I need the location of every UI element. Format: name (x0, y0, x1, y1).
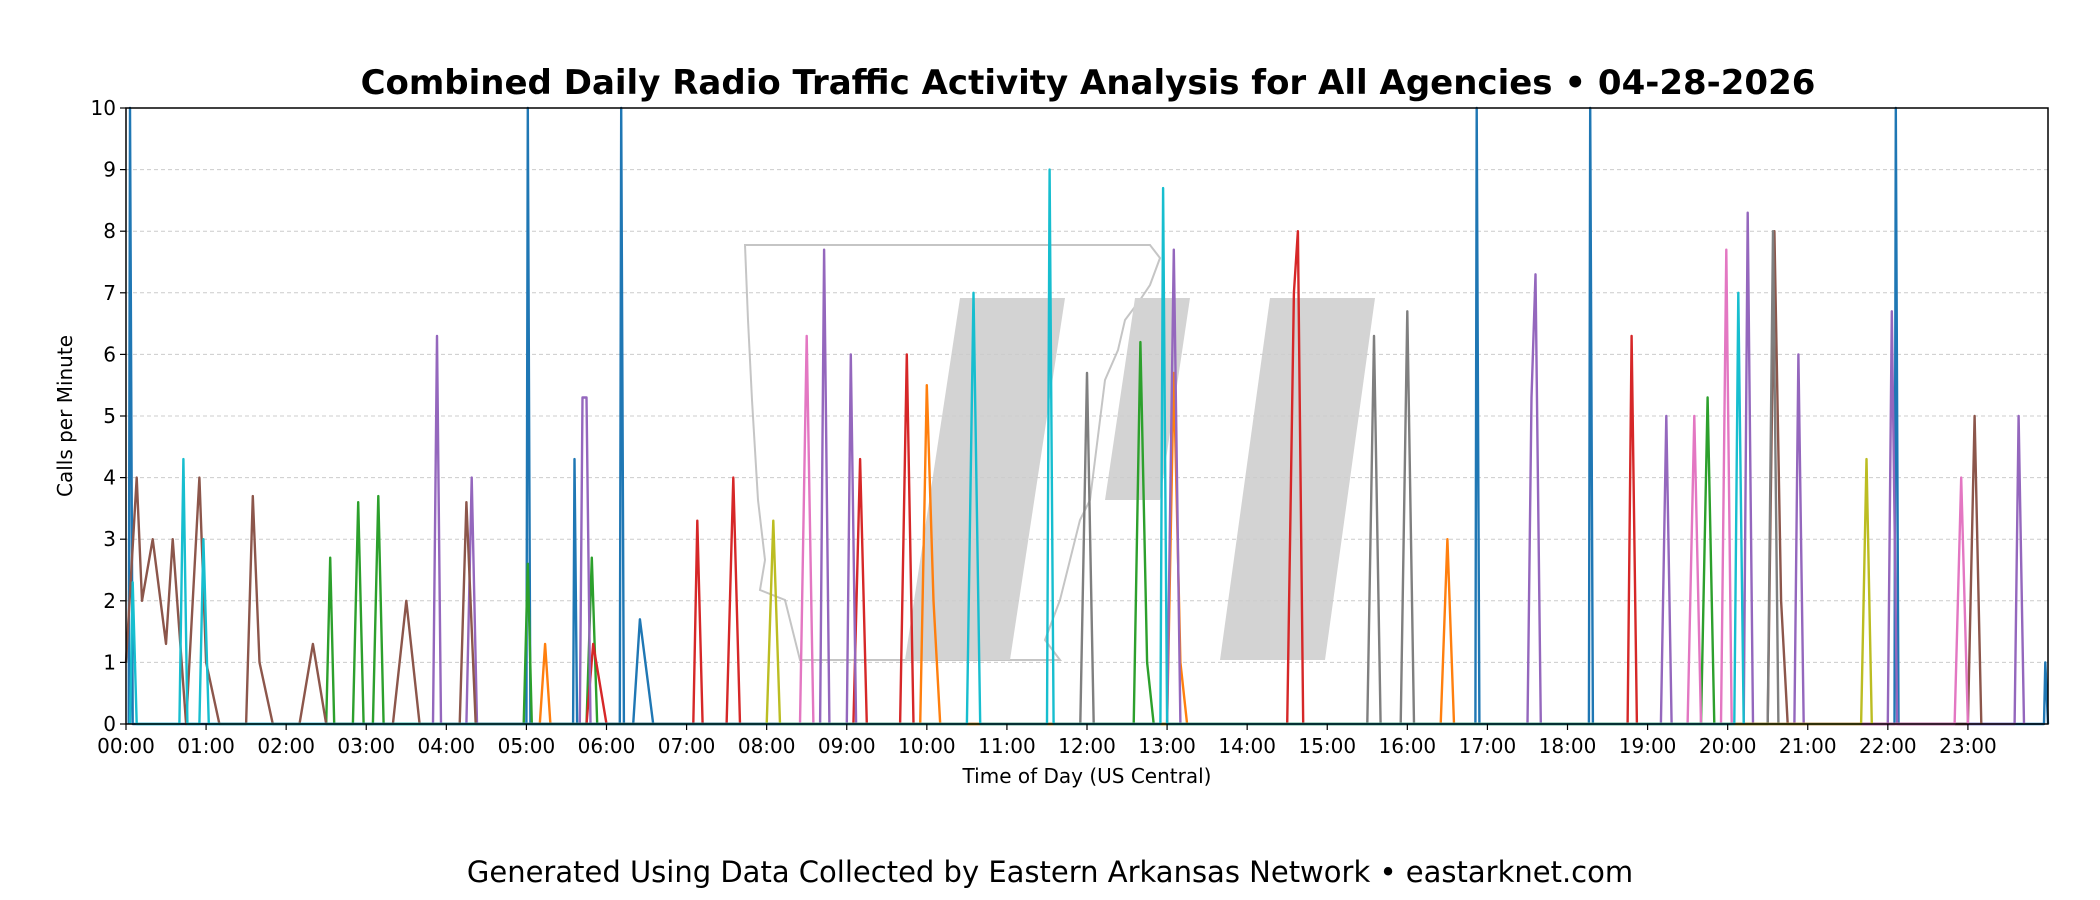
y-tick-label: 2 (103, 589, 116, 613)
watermark-logo (743, 244, 1375, 661)
x-tick-label: 08:00 (738, 734, 796, 758)
x-tick-label: 16:00 (1379, 734, 1437, 758)
y-tick-label: 10 (91, 96, 116, 120)
x-tick-label: 06:00 (578, 734, 636, 758)
x-tick-label: 11:00 (978, 734, 1036, 758)
x-tick-label: 01:00 (177, 734, 235, 758)
x-tick-label: 13:00 (1138, 734, 1196, 758)
x-axis-label: Time of Day (US Central) (962, 764, 1212, 788)
y-tick-label: 4 (103, 466, 116, 490)
x-tick-label: 04:00 (418, 734, 476, 758)
series-line-10 (128, 168, 1745, 726)
x-tick-label: 00:00 (97, 734, 155, 758)
x-tick-label: 02:00 (257, 734, 315, 758)
y-tick-label: 1 (103, 650, 116, 674)
x-tick-label: 12:00 (1058, 734, 1116, 758)
y-tick-label: 0 (103, 712, 116, 736)
y-axis-label: Calls per Minute (53, 335, 77, 497)
x-tick-label: 03:00 (337, 734, 395, 758)
series-line-1 (127, 106, 2050, 726)
x-tick-label: 17:00 (1459, 734, 1517, 758)
x-tick-label: 23:00 (1939, 734, 1997, 758)
axis-ticks: 0 1 2 3 4 5 6 7 8 9 10 00:00 01:00 02:00 03:00 04:00 05:… (91, 96, 1997, 758)
footer-credit: Generated Using Data Collected by Easter… (466, 855, 1634, 889)
y-tick-label: 6 (103, 342, 116, 366)
x-tick-label: 19:00 (1619, 734, 1677, 758)
series-line-4 (585, 229, 1639, 726)
x-tick-label: 07:00 (658, 734, 716, 758)
y-tick-label: 7 (103, 281, 116, 305)
y-tick-label: 9 (103, 158, 116, 182)
x-tick-label: 05:00 (498, 734, 556, 758)
x-tick-label: 09:00 (818, 734, 876, 758)
series-line-6 (124, 229, 1983, 726)
chart-title: Combined Daily Radio Traffic Activity An… (361, 63, 1816, 103)
x-tick-label: 20:00 (1699, 734, 1757, 758)
y-tick-label: 3 (103, 527, 116, 551)
x-tick-label: 10:00 (898, 734, 956, 758)
x-tick-label: 14:00 (1218, 734, 1276, 758)
x-tick-label: 21:00 (1779, 734, 1837, 758)
series-line-3 (325, 340, 1716, 726)
x-tick-label: 22:00 (1859, 734, 1917, 758)
x-tick-label: 18:00 (1539, 734, 1597, 758)
y-tick-label: 8 (103, 219, 116, 243)
x-tick-label: 15:00 (1298, 734, 1356, 758)
y-tick-label: 5 (103, 404, 116, 428)
